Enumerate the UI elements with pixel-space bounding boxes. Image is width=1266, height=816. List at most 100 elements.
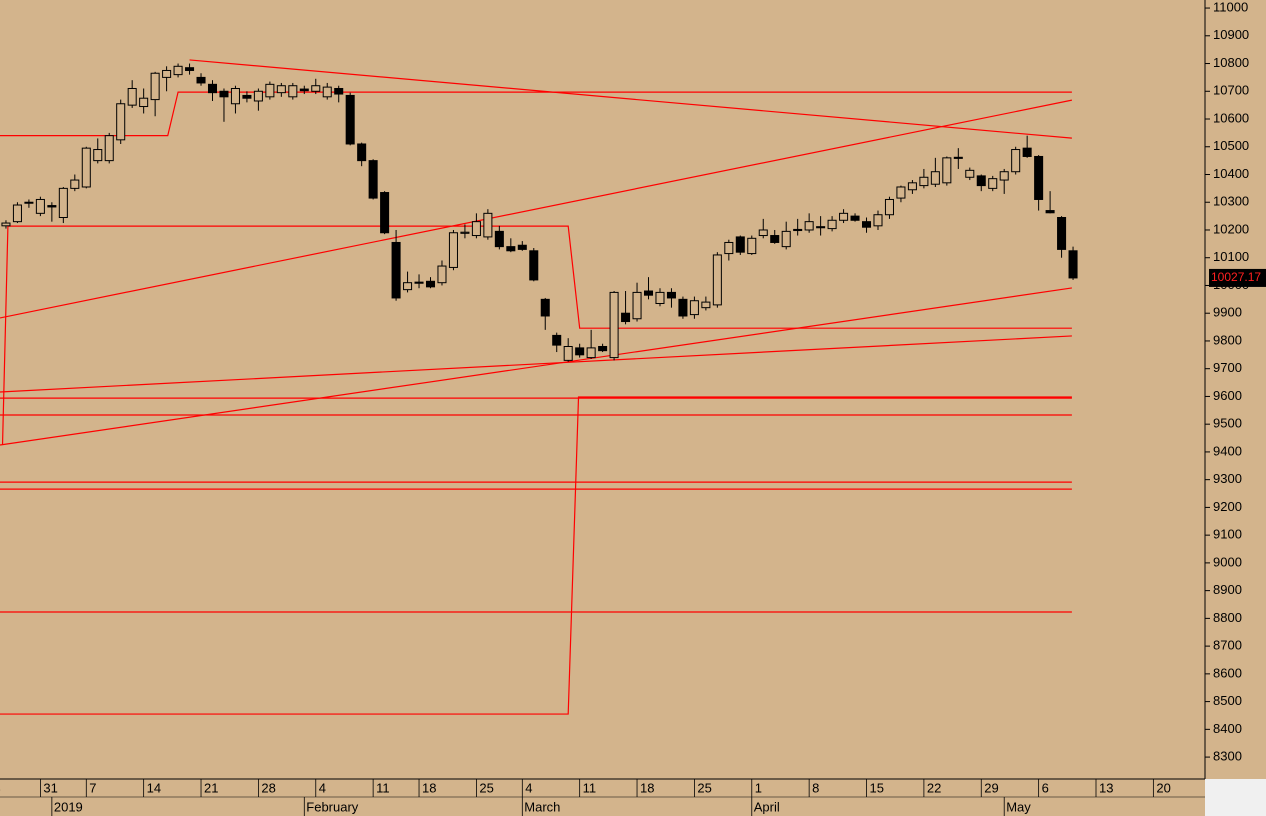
candle-body bbox=[540, 298, 550, 317]
candle-body bbox=[345, 94, 355, 145]
candle-body bbox=[735, 236, 745, 253]
candle-body bbox=[276, 85, 286, 94]
candle-body bbox=[701, 301, 711, 309]
candle-body bbox=[265, 83, 275, 98]
candle-body bbox=[207, 83, 218, 94]
candle-body bbox=[414, 281, 424, 284]
candle-body bbox=[460, 231, 470, 234]
candle-body bbox=[873, 214, 883, 227]
y-tick-label: 10300 bbox=[1213, 194, 1249, 209]
month-label: 2019 bbox=[54, 799, 83, 814]
candle-body bbox=[896, 186, 906, 199]
x-tick-label: 13 bbox=[1099, 780, 1113, 795]
candle-body bbox=[793, 228, 803, 232]
y-tick-label: 8300 bbox=[1213, 749, 1242, 764]
month-label: February bbox=[306, 799, 359, 814]
candle-body bbox=[219, 90, 229, 98]
trend-line bbox=[1, 225, 1072, 445]
month-label: April bbox=[754, 799, 780, 814]
candle-body bbox=[93, 149, 103, 162]
candle-body bbox=[666, 291, 676, 299]
y-tick-label: 8500 bbox=[1213, 693, 1242, 708]
candle-body bbox=[575, 347, 585, 356]
x-tick-label: 21 bbox=[204, 780, 218, 795]
y-tick-label: 8600 bbox=[1213, 665, 1242, 680]
candle-body bbox=[139, 97, 149, 108]
candle-body bbox=[884, 198, 894, 216]
candle-body bbox=[47, 205, 57, 208]
candle-body bbox=[70, 179, 80, 189]
candle-body bbox=[999, 171, 1009, 181]
x-tick-label: 22 bbox=[927, 780, 941, 795]
trend-line bbox=[0, 91, 1072, 137]
candle-body bbox=[976, 175, 986, 187]
candle-body bbox=[632, 291, 642, 320]
candle-body bbox=[827, 219, 837, 230]
candle-body bbox=[804, 221, 814, 231]
candle-body bbox=[403, 282, 413, 291]
x-tick-label: 25 bbox=[479, 780, 493, 795]
candle-body bbox=[471, 221, 481, 237]
candle-body bbox=[953, 156, 963, 159]
y-tick-label: 11000 bbox=[1213, 0, 1248, 14]
candle-body bbox=[781, 230, 791, 248]
y-tick-label: 8700 bbox=[1213, 638, 1242, 653]
candle-body bbox=[712, 254, 722, 306]
y-tick-label: 9700 bbox=[1213, 360, 1242, 375]
x-tick-label: 8 bbox=[812, 780, 819, 795]
candle-body bbox=[747, 237, 757, 255]
candle-body bbox=[643, 290, 654, 296]
y-tick-label: 8400 bbox=[1213, 721, 1242, 736]
candle-body bbox=[185, 67, 195, 71]
candle-body bbox=[965, 169, 975, 178]
y-tick-label: 10400 bbox=[1213, 166, 1249, 181]
y-tick-label: 10800 bbox=[1213, 55, 1249, 70]
y-tick-label: 9000 bbox=[1213, 554, 1242, 569]
trend-line bbox=[0, 335, 1072, 393]
month-label: May bbox=[1006, 799, 1031, 814]
candle-body bbox=[839, 212, 849, 221]
corner-box bbox=[1205, 779, 1266, 816]
x-tick-label: 18 bbox=[640, 780, 654, 795]
candle-body bbox=[655, 291, 665, 304]
candle-body bbox=[862, 221, 872, 228]
candle-body bbox=[758, 229, 768, 237]
candle-body bbox=[196, 76, 206, 84]
y-tick-label: 9900 bbox=[1213, 305, 1242, 320]
candle-body bbox=[609, 291, 619, 359]
trend-line bbox=[0, 287, 1072, 446]
candle-body bbox=[494, 230, 504, 248]
trend-line bbox=[0, 99, 1073, 319]
candle-body bbox=[988, 178, 998, 189]
x-tick-label: 20 bbox=[1156, 780, 1170, 795]
trend-lines bbox=[0, 59, 1073, 715]
candle-body bbox=[850, 215, 860, 221]
month-label: March bbox=[524, 799, 560, 814]
candle-body bbox=[24, 201, 34, 204]
candle-body bbox=[563, 345, 573, 361]
x-tick-label: 4 bbox=[525, 780, 532, 795]
candle-body bbox=[437, 265, 447, 284]
candle-body bbox=[529, 250, 539, 281]
candle-body bbox=[816, 226, 826, 229]
candle-body bbox=[598, 345, 608, 352]
candle-body bbox=[288, 85, 298, 98]
candle-body bbox=[391, 241, 401, 299]
candle-body bbox=[517, 244, 527, 250]
candle-body bbox=[907, 182, 917, 191]
x-tick-label: 11 bbox=[583, 780, 597, 795]
y-tick-label: 10700 bbox=[1213, 83, 1249, 98]
candle-body bbox=[104, 135, 114, 162]
candles bbox=[1, 63, 1078, 362]
candle-body bbox=[58, 187, 68, 218]
candle-body bbox=[173, 65, 183, 76]
candle-body bbox=[357, 143, 367, 162]
y-tick-label: 9400 bbox=[1213, 443, 1242, 458]
candle-body bbox=[1011, 149, 1021, 173]
last-price-label: 10027.17 bbox=[1211, 270, 1261, 284]
candle-body bbox=[162, 69, 172, 78]
x-tick-label: 7 bbox=[89, 780, 96, 795]
candle-body bbox=[322, 86, 332, 98]
candle-body bbox=[942, 157, 952, 184]
